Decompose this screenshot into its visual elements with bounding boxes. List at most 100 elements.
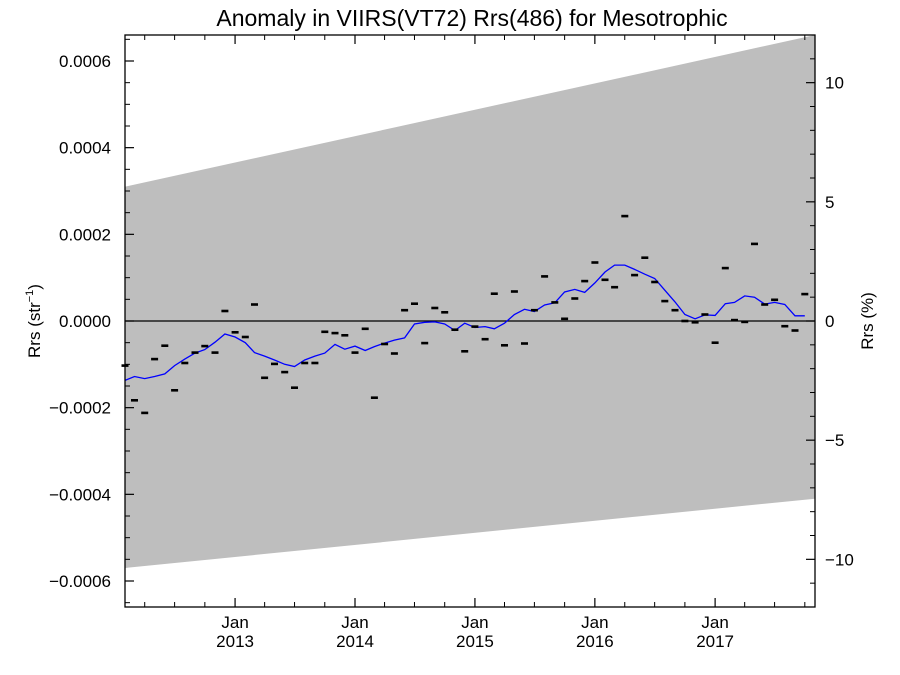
monthly-anomaly-marker <box>621 214 629 218</box>
x-tick-month-label: Jan <box>341 613 368 632</box>
monthly-anomaly-marker <box>351 351 359 354</box>
left-y-axis-label-main: Rrs (str <box>25 302 44 358</box>
monthly-anomaly-marker <box>171 389 179 392</box>
monthly-anomaly-marker <box>721 266 729 270</box>
monthly-anomaly-marker <box>251 303 258 306</box>
x-tick-month-label: Jan <box>221 613 248 632</box>
monthly-anomaly-marker <box>551 301 559 304</box>
monthly-anomaly-marker <box>181 361 189 365</box>
monthly-anomaly-marker <box>161 344 169 347</box>
left-y-tick-label: 0.0002 <box>59 225 111 244</box>
monthly-anomaly-marker <box>791 329 799 332</box>
monthly-anomaly-marker <box>731 318 738 322</box>
monthly-anomaly-marker <box>141 411 149 415</box>
monthly-anomaly-marker <box>401 308 409 312</box>
monthly-anomaly-layer <box>121 214 809 415</box>
monthly-anomaly-marker <box>370 396 378 399</box>
right-y-axis-label: Rrs (%) <box>858 292 877 350</box>
x-tick-month-label: Jan <box>701 613 728 632</box>
uncertainty-band-layer <box>125 35 815 568</box>
monthly-anomaly-marker <box>211 351 219 354</box>
monthly-anomaly-marker <box>191 351 199 354</box>
monthly-anomaly-marker <box>381 342 389 346</box>
left-y-tick-label: 0.0000 <box>59 312 111 331</box>
left-y-tick-label: 0.0006 <box>59 52 111 71</box>
left-y-tick-label: −0.0006 <box>49 572 111 591</box>
monthly-anomaly-marker <box>271 362 278 366</box>
monthly-anomaly-marker <box>801 292 809 296</box>
monthly-anomaly-marker <box>201 344 209 348</box>
monthly-anomaly-marker <box>581 279 589 283</box>
monthly-anomaly-marker <box>651 280 659 284</box>
right-y-tick-label: 0 <box>825 312 834 331</box>
monthly-anomaly-marker <box>571 297 579 300</box>
monthly-anomaly-marker <box>311 361 319 365</box>
left-y-tick-label: −0.0004 <box>49 485 111 504</box>
monthly-anomaly-marker <box>521 342 528 345</box>
left-y-axis-label-close: ) <box>25 284 44 290</box>
running-mean-layer <box>124 264 805 382</box>
monthly-anomaly-marker <box>601 278 609 282</box>
monthly-anomaly-marker <box>591 261 599 264</box>
monthly-anomaly-marker <box>641 256 649 259</box>
monthly-anomaly-marker <box>671 308 679 312</box>
monthly-anomaly-marker <box>361 327 369 331</box>
monthly-anomaly-marker <box>301 361 309 365</box>
monthly-anomaly-marker <box>761 303 769 306</box>
running-mean-line <box>124 264 805 382</box>
monthly-anomaly-marker <box>151 357 159 361</box>
monthly-anomaly-marker <box>681 319 689 323</box>
monthly-anomaly-marker <box>390 352 398 355</box>
monthly-anomaly-marker <box>241 335 249 339</box>
monthly-anomaly-marker <box>771 298 779 302</box>
monthly-anomaly-marker <box>481 337 489 341</box>
monthly-anomaly-marker <box>131 399 138 402</box>
x-tick-year-label: 2013 <box>216 632 254 651</box>
monthly-anomaly-marker <box>451 328 459 331</box>
left-y-axis: 0.0006 0.0004 0.0002 0.0000 −0.0002 −0.0004 −0… <box>49 38 134 604</box>
monthly-anomaly-marker <box>411 302 418 305</box>
monthly-anomaly-marker <box>321 330 329 334</box>
monthly-anomaly-marker <box>341 334 349 337</box>
right-y-tick-label: 10 <box>825 74 844 93</box>
left-y-axis-label-exponent: −1 <box>24 290 36 303</box>
monthly-anomaly-marker <box>261 376 269 380</box>
monthly-anomaly-marker <box>611 285 619 289</box>
x-tick-month-label: Jan <box>581 613 608 632</box>
monthly-anomaly-marker <box>471 325 479 328</box>
left-y-tick-label: 0.0004 <box>59 139 111 158</box>
monthly-anomaly-marker <box>631 273 639 277</box>
x-tick-year-label: 2016 <box>576 632 614 651</box>
monthly-anomaly-marker <box>431 306 439 310</box>
x-tick-year-label: 2014 <box>336 632 374 651</box>
right-y-tick-label: 5 <box>825 193 834 212</box>
monthly-anomaly-marker <box>701 313 709 316</box>
monthly-anomaly-marker <box>751 242 758 246</box>
x-tick-month-label: Jan <box>461 613 488 632</box>
monthly-anomaly-marker <box>221 309 229 313</box>
monthly-anomaly-marker <box>741 320 749 324</box>
monthly-anomaly-marker <box>510 290 518 293</box>
monthly-anomaly-marker <box>421 341 429 345</box>
right-y-tick-label: −10 <box>825 550 854 569</box>
monthly-anomaly-marker <box>691 321 699 324</box>
monthly-anomaly-marker <box>711 341 719 344</box>
monthly-anomaly-marker <box>461 350 469 353</box>
x-tick-year-label: 2015 <box>456 632 494 651</box>
monthly-anomaly-marker <box>231 331 239 334</box>
monthly-anomaly-marker <box>291 386 298 389</box>
x-tick-year-label: 2017 <box>696 632 734 651</box>
monthly-anomaly-marker <box>541 275 549 278</box>
monthly-anomaly-marker <box>441 311 449 314</box>
left-y-axis-label: Rrs (str−1) <box>24 284 44 358</box>
monthly-anomaly-marker <box>331 331 339 335</box>
left-y-tick-label: −0.0002 <box>49 399 111 418</box>
monthly-anomaly-marker <box>781 324 789 328</box>
right-y-tick-label: −5 <box>825 431 844 450</box>
uncertainty-band <box>125 35 815 568</box>
monthly-anomaly-marker <box>661 299 669 303</box>
monthly-anomaly-marker <box>281 370 289 374</box>
monthly-anomaly-marker <box>490 292 498 295</box>
